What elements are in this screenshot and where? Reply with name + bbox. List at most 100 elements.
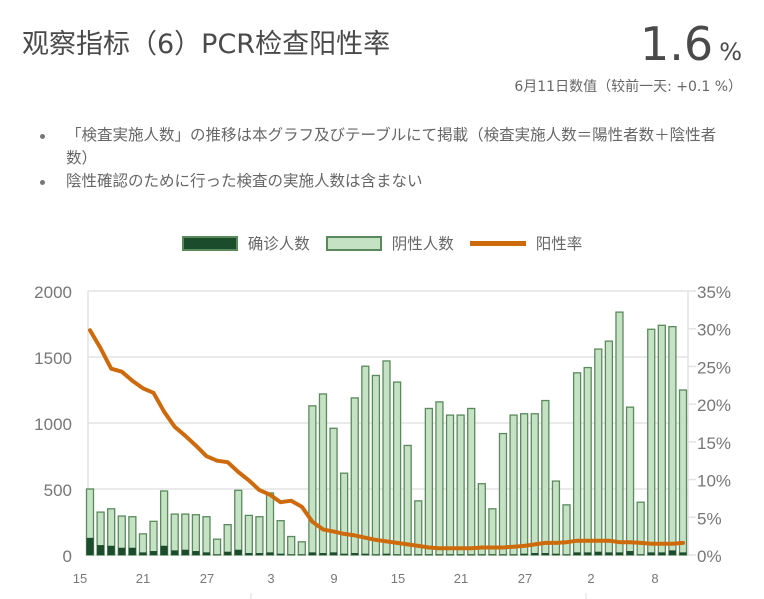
y-axis-right-tick: 20% (697, 396, 731, 415)
legend-item-confirmed[interactable]: 确诊人数 (181, 232, 310, 254)
negative-bar (678, 389, 688, 556)
negative-bar (371, 374, 381, 556)
negative-bar (361, 365, 370, 556)
y-axis-right-tick: 15% (697, 434, 731, 453)
negative-bar (329, 427, 338, 556)
y-axis-right-tick: 30% (697, 321, 731, 340)
negative-bar (265, 492, 275, 556)
confirmed-bar (594, 551, 602, 555)
confirmed-bar (107, 545, 115, 555)
y-axis-left-tick: 2000 (34, 283, 72, 302)
confirmed-bar (224, 551, 232, 555)
confirmed-bar (605, 552, 613, 555)
negative-bar (244, 514, 253, 556)
confirmed-bar (128, 547, 136, 555)
confirmed-bar (330, 552, 338, 555)
y-axis-right-tick: 35% (697, 283, 731, 302)
confirmed-bar (425, 554, 433, 555)
confirmed-bar (584, 552, 592, 555)
confirmed-bar (647, 552, 655, 555)
x-axis-tick: 21 (136, 571, 150, 586)
y-axis-right-tick: 0% (697, 547, 722, 566)
confirmed-bar (510, 554, 518, 555)
legend-label: 确诊人数 (247, 235, 310, 253)
negative-bar (287, 535, 296, 556)
negative-bar (657, 324, 666, 556)
confirmed-bar (202, 552, 210, 555)
negative-bar (647, 328, 656, 556)
confirmed-bar (351, 553, 359, 555)
confirmed-bar (467, 554, 475, 555)
confirmed-bar (393, 554, 401, 555)
confirmed-bar (383, 553, 390, 555)
confirmed-bar (118, 547, 126, 555)
combo-chart: 0 500 1000 1500 2000 0% 5% 10% 15% 20% 25% 30% 35% 15… (34, 283, 731, 599)
x-axis-tick: 8 (651, 571, 658, 586)
negative-bar (382, 360, 391, 556)
confirmed-bar (541, 553, 549, 555)
negative-bar (636, 501, 645, 556)
negative-bar (498, 432, 508, 556)
confirmed-bar (372, 554, 380, 555)
confirmed-bar (573, 552, 581, 555)
legend-item-positive-rate[interactable]: 阳性率 (469, 232, 583, 254)
confirmed-bar (160, 545, 168, 555)
negative-bar (308, 405, 317, 556)
negative-bar (181, 513, 190, 556)
negative-bar (392, 381, 402, 556)
confirmed-bar (171, 550, 179, 555)
x-axis-tick: 9 (330, 571, 337, 586)
confirmed-bar (637, 554, 645, 555)
current-value: 1.6% (514, 18, 742, 70)
negative-bar (234, 489, 243, 556)
confirmed-bar (340, 553, 348, 555)
negative-bar (149, 520, 158, 556)
negative-bar (223, 523, 232, 556)
dark-bar-swatch-icon (181, 235, 238, 251)
positive-rate-line (88, 328, 685, 551)
x-axis-tick: 27 (200, 571, 214, 586)
x-axis-tick: 15 (73, 571, 87, 586)
negative-bar (583, 366, 592, 556)
negative-bar (350, 397, 359, 556)
negative-bar (604, 340, 614, 556)
confirmed-bar (245, 553, 253, 555)
confirmed-bar (181, 549, 189, 555)
negative-bar (541, 399, 550, 556)
negative-bar (477, 483, 486, 556)
confirmed-bar (446, 554, 454, 555)
confirmed-bar (139, 552, 147, 555)
confirmed-bar (86, 537, 94, 555)
confirmed-bar (552, 553, 560, 555)
x-axis-tick: 3 (267, 571, 274, 586)
y-axis-left-tick: 1000 (34, 415, 72, 434)
confirmed-bar (457, 554, 465, 555)
legend-label: 阴性人数 (391, 235, 454, 253)
x-axis-tick: 2 (587, 571, 594, 586)
x-axis-tick: 21 (454, 571, 468, 586)
current-value-unit: % (719, 38, 742, 66)
confirmed-bar (435, 554, 443, 555)
negative-bar (467, 407, 476, 556)
legend-label: 阳性率 (535, 235, 583, 253)
negative-bar (435, 401, 444, 556)
confirmed-bar (668, 550, 676, 555)
legend-item-negative[interactable]: 阴性人数 (325, 232, 454, 254)
negative-bar (297, 541, 306, 556)
y-axis-right-tick: 25% (697, 358, 731, 377)
confirmed-bar (277, 553, 285, 555)
negative-bar (594, 348, 603, 556)
chart-legend: 确诊人数 阴性人数 阳性率 (0, 232, 764, 254)
confirmed-bar (319, 553, 327, 555)
x-axis-tick: 27 (518, 571, 532, 586)
negative-bar (625, 406, 635, 556)
y-axis-left-tick: 1500 (34, 349, 72, 368)
confirmed-bar (213, 554, 221, 555)
confirmed-bar (658, 552, 666, 555)
note-item: 陰性確認のために行った検査の実施人数は含まない (36, 170, 736, 193)
confirmed-bar (298, 554, 306, 555)
y-axis-right-tick: 5% (697, 509, 722, 528)
value-date-comparison: 6月11日数值（较前一天: +0.1 %） (514, 79, 742, 95)
negative-bar (202, 516, 211, 556)
confirmed-bar (531, 553, 539, 555)
